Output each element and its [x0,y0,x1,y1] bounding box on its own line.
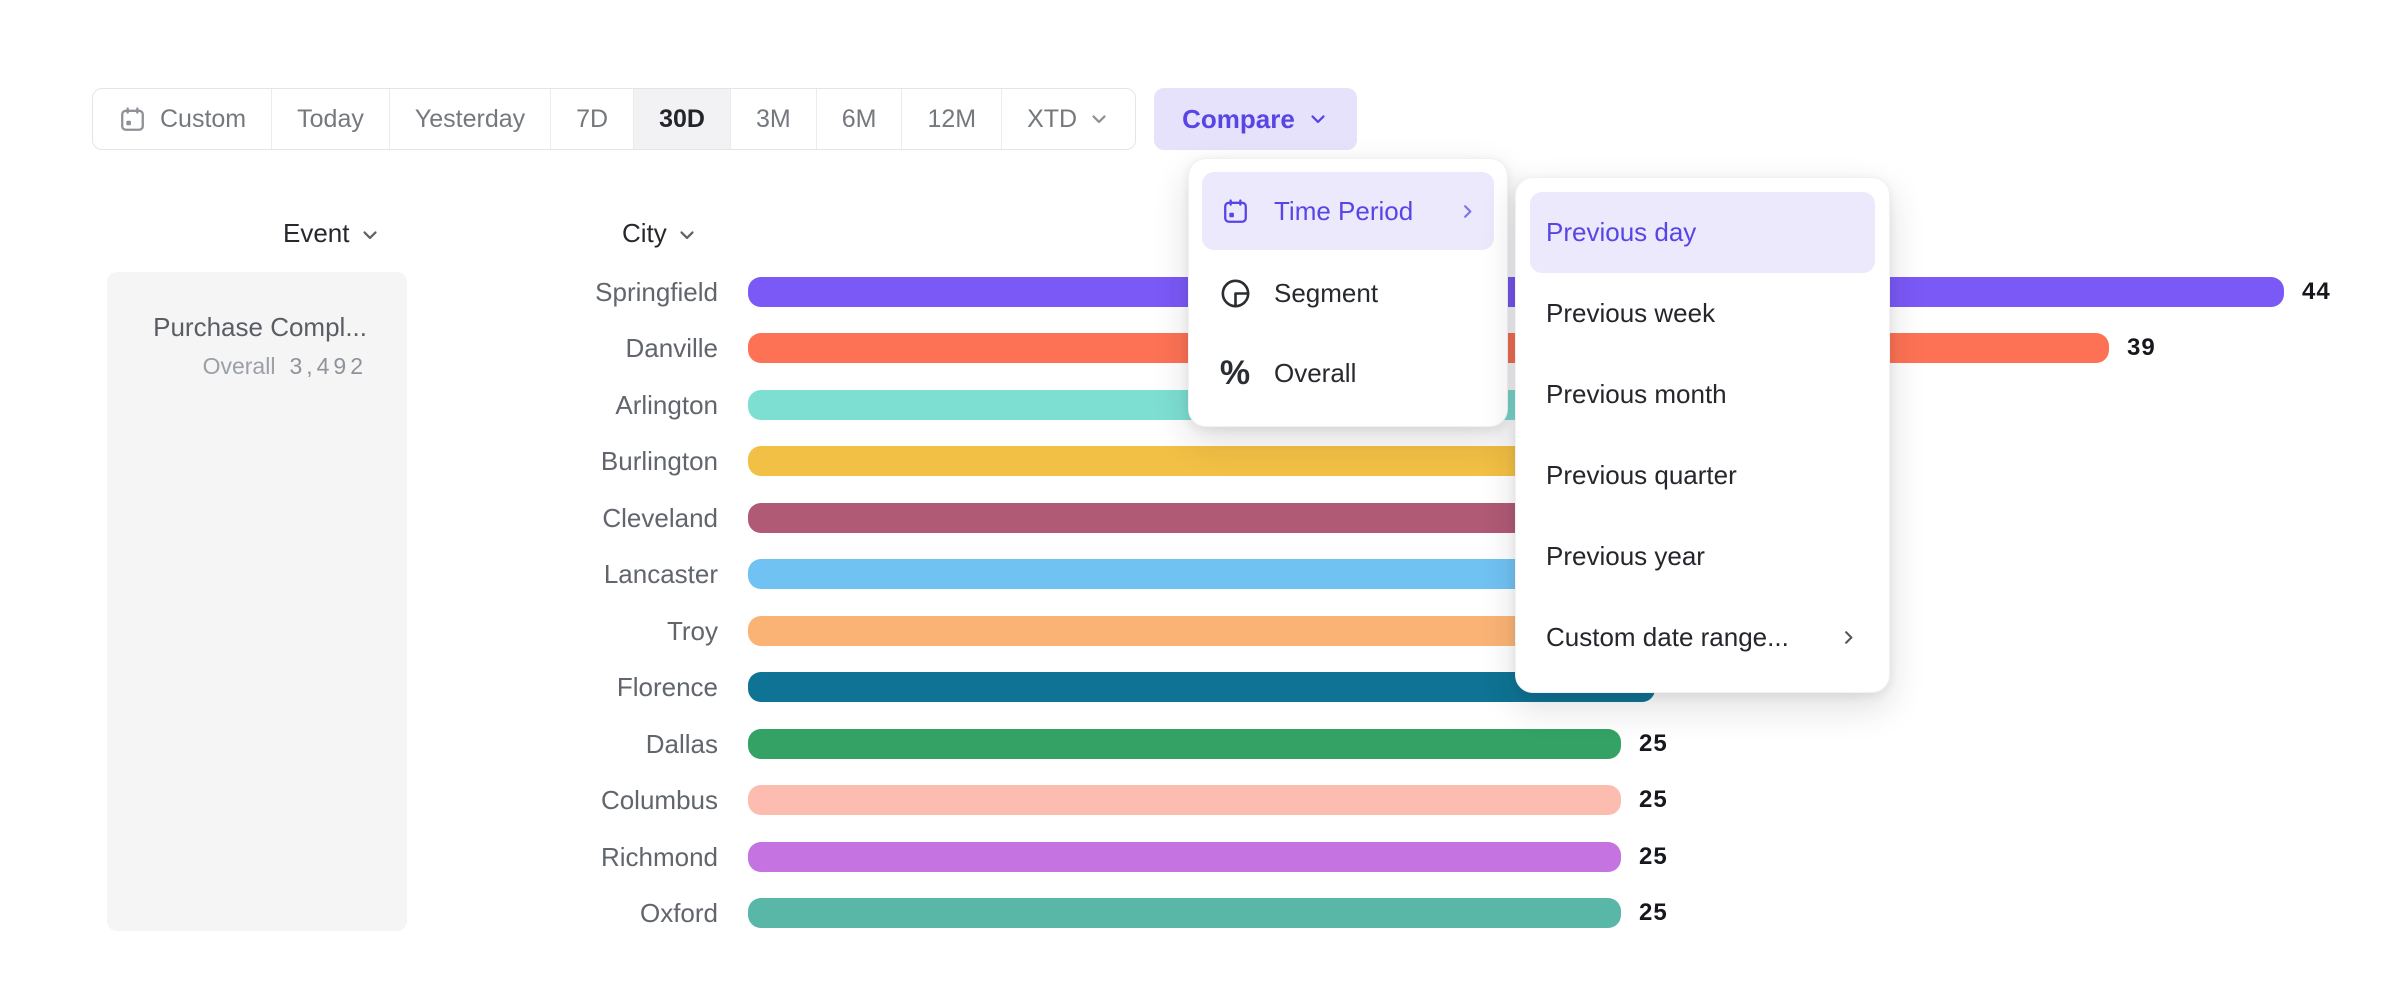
percent-icon: % [1219,354,1251,392]
date-range-option-12m[interactable]: 12M [901,89,1001,149]
chart-row: Dallas 25 [0,716,2394,772]
bar-value-label: 25 [1639,899,1668,926]
submenu-item-label: Custom date range... [1546,622,1789,652]
calendar-icon [1218,197,1252,226]
event-column-label: Event [283,218,350,248]
menu-item-label: Time Period [1274,195,1414,226]
date-range-option-label: 6M [841,104,877,133]
bar-category-label: Lancaster [603,559,718,589]
overall-value: 3,492 [289,353,367,379]
bar-columbus[interactable] [748,785,1621,815]
bar-value-label: 44 [2302,278,2331,305]
bar-richmond[interactable] [748,842,1621,872]
menu-item-label: Segment [1274,277,1379,308]
submenu-item-label: Previous week [1546,298,1716,328]
chevron-right-icon [1838,627,1859,648]
event-panel[interactable]: Purchase Compl... Overall 3,492 [107,272,407,931]
submenu-item-label: Previous quarter [1546,460,1737,490]
date-range-option-6m[interactable]: 6M [815,89,902,149]
date-range-option-xtd[interactable]: XTD [1001,89,1135,149]
date-range-option-label: 7D [576,104,609,133]
compare-menu-item-segment[interactable]: Segment [1202,253,1494,333]
submenu-item-previous-day[interactable]: Previous day [1530,192,1875,273]
bar-value-label: 25 [1639,843,1668,870]
bar-category-label: Springfield [595,277,718,307]
bar-category-label: Richmond [600,842,718,872]
date-range-option-7d[interactable]: 7D [550,89,633,149]
bar-value-label: 25 [1639,786,1668,813]
date-range-option-label: 12M [927,104,977,133]
date-range-option-yesterday[interactable]: Yesterday [388,89,550,149]
event-name: Purchase Compl... [153,312,367,342]
overall-label: Overall [202,353,276,379]
date-range-option-label: XTD [1027,104,1078,133]
bar-category-label: Columbus [600,785,718,815]
date-range-option-custom[interactable]: Custom [93,89,271,149]
chart-row: Florence [0,659,2394,715]
submenu-item-previous-year[interactable]: Previous year [1530,516,1875,597]
bar-category-label: Cleveland [602,503,718,533]
submenu-item-previous-week[interactable]: Previous week [1530,273,1875,354]
submenu-item-previous-month[interactable]: Previous month [1530,354,1875,435]
date-range-option-30d[interactable]: 30D [633,89,730,149]
chart-row: Columbus 25 [0,772,2394,828]
date-range-option-today[interactable]: Today [271,89,389,149]
city-column-header[interactable]: City [622,218,698,249]
date-range-option-label: 3M [755,104,791,133]
chevron-down-icon [676,224,698,246]
submenu-item-previous-quarter[interactable]: Previous quarter [1530,435,1875,516]
date-range-option-3m[interactable]: 3M [729,89,816,149]
compare-menu-item-time-period[interactable]: Time Period [1202,172,1494,250]
submenu-item-custom-date-range[interactable]: Custom date range... [1530,597,1875,678]
menu-item-label: Overall [1274,357,1357,388]
compare-menu-item-overall[interactable]: % Overall [1202,333,1494,413]
date-range-option-label: 30D [659,104,705,133]
bar-category-label: Florence [616,672,718,702]
bar-value-label: 39 [2127,334,2156,361]
compare-button[interactable]: Compare [1154,88,1357,150]
bar-category-label: Burlington [600,446,718,476]
bar-oxford[interactable] [748,898,1621,928]
calendar-icon [118,105,147,134]
bar-florence[interactable] [748,672,1655,702]
chevron-down-icon [359,224,381,246]
submenu-item-label: Previous year [1546,541,1705,571]
bar-category-label: Danville [625,333,719,363]
segment-icon [1218,277,1252,310]
bar-category-label: Oxford [639,898,718,928]
date-range-option-label: Custom [160,104,247,133]
chevron-down-icon [1088,108,1110,130]
chart-row: Richmond 25 [0,829,2394,885]
event-overall-row: Overall 3,492 [127,353,367,380]
bar-category-label: Arlington [615,390,718,420]
date-range-option-label: Today [297,104,364,133]
bar-category-label: Dallas [645,729,718,759]
event-column-header[interactable]: Event [283,218,381,249]
chevron-down-icon [1307,108,1329,130]
chevron-right-icon [1457,201,1478,222]
date-range-segmented-control: Custom Today Yesterday 7D 30D 3M 6M 12M XTD [92,88,1137,150]
chart-row: Oxford 25 [0,885,2394,941]
submenu-item-label: Previous month [1546,379,1727,409]
time-period-submenu: Previous day Previous week Previous month P… [1515,177,1890,693]
date-range-toolbar: Custom Today Yesterday 7D 30D 3M 6M 12M XTD Comp… [92,88,1357,150]
compare-button-label: Compare [1182,103,1295,134]
bar-category-label: Troy [666,616,718,646]
submenu-item-label: Previous day [1546,217,1697,247]
bar-value-label: 25 [1639,730,1668,757]
date-range-option-label: Yesterday [414,104,526,133]
compare-menu: Time Period Segment% Overall [1188,158,1508,427]
bar-dallas[interactable] [748,729,1621,759]
city-column-label: City [622,218,667,248]
